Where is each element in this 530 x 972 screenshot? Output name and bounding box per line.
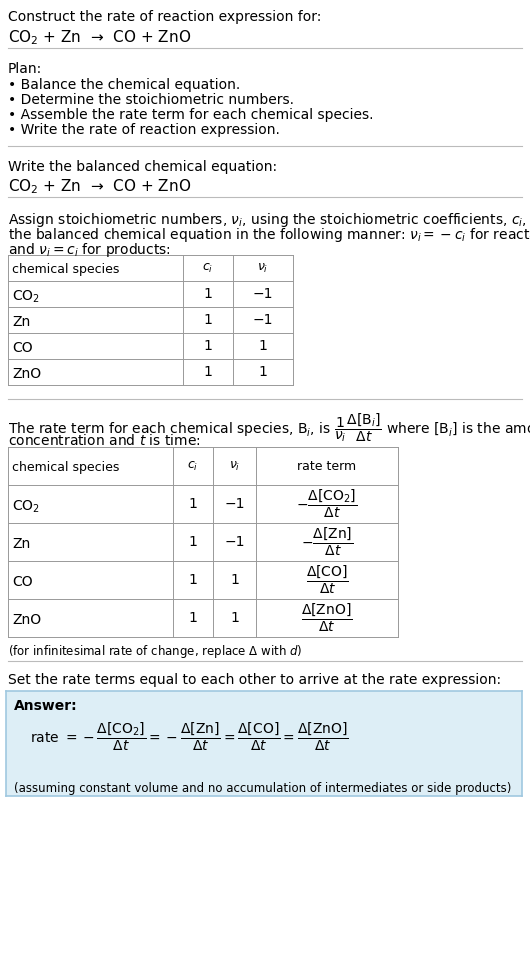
Text: Set the rate terms equal to each other to arrive at the rate expression:: Set the rate terms equal to each other t… bbox=[8, 673, 501, 687]
Text: 1: 1 bbox=[230, 573, 239, 587]
Text: 1: 1 bbox=[259, 365, 268, 379]
Text: 1: 1 bbox=[189, 535, 198, 549]
Text: (assuming constant volume and no accumulation of intermediates or side products): (assuming constant volume and no accumul… bbox=[14, 782, 511, 795]
Text: chemical species: chemical species bbox=[12, 461, 119, 474]
Text: 1: 1 bbox=[259, 339, 268, 353]
Text: CO$_2$ + Zn  →  CO + ZnO: CO$_2$ + Zn → CO + ZnO bbox=[8, 177, 191, 195]
Text: Write the balanced chemical equation:: Write the balanced chemical equation: bbox=[8, 160, 277, 174]
Text: 1: 1 bbox=[189, 611, 198, 625]
Text: chemical species: chemical species bbox=[12, 263, 119, 276]
Text: the balanced chemical equation in the following manner: $\nu_i = -c_i$ for react: the balanced chemical equation in the fo… bbox=[8, 226, 530, 244]
Text: • Assemble the rate term for each chemical species.: • Assemble the rate term for each chemic… bbox=[8, 108, 374, 122]
Text: rate $= -\dfrac{\Delta[\mathrm{CO_2}]}{\Delta t} = -\dfrac{\Delta[\mathrm{Zn}]}{: rate $= -\dfrac{\Delta[\mathrm{CO_2}]}{\… bbox=[30, 721, 349, 753]
Text: $\dfrac{\Delta[\mathrm{CO}]}{\Delta t}$: $\dfrac{\Delta[\mathrm{CO}]}{\Delta t}$ bbox=[305, 564, 348, 596]
Text: CO$_2$: CO$_2$ bbox=[12, 289, 40, 305]
Text: 1: 1 bbox=[204, 287, 213, 301]
Text: CO: CO bbox=[12, 575, 33, 589]
Text: and $\nu_i = c_i$ for products:: and $\nu_i = c_i$ for products: bbox=[8, 241, 171, 259]
Text: rate term: rate term bbox=[297, 460, 357, 472]
Text: Answer:: Answer: bbox=[14, 699, 77, 713]
Text: Zn: Zn bbox=[12, 537, 30, 551]
Text: concentration and $t$ is time:: concentration and $t$ is time: bbox=[8, 433, 201, 448]
Text: The rate term for each chemical species, B$_i$, is $\dfrac{1}{\nu_i}\dfrac{\Delt: The rate term for each chemical species,… bbox=[8, 411, 530, 444]
Text: 1: 1 bbox=[204, 313, 213, 327]
Text: Construct the rate of reaction expression for:: Construct the rate of reaction expressio… bbox=[8, 10, 321, 24]
Text: • Balance the chemical equation.: • Balance the chemical equation. bbox=[8, 78, 240, 92]
Text: Zn: Zn bbox=[12, 315, 30, 329]
Text: −1: −1 bbox=[253, 287, 273, 301]
Text: 1: 1 bbox=[204, 365, 213, 379]
Text: 1: 1 bbox=[204, 339, 213, 353]
Text: CO$_2$: CO$_2$ bbox=[12, 499, 40, 515]
Text: Plan:: Plan: bbox=[8, 62, 42, 76]
Text: 1: 1 bbox=[230, 611, 239, 625]
Text: CO: CO bbox=[12, 341, 33, 355]
Text: −1: −1 bbox=[224, 535, 245, 549]
Text: $-\dfrac{\Delta[\mathrm{Zn}]}{\Delta t}$: $-\dfrac{\Delta[\mathrm{Zn}]}{\Delta t}$ bbox=[301, 526, 353, 558]
Text: ZnO: ZnO bbox=[12, 613, 41, 627]
Text: Assign stoichiometric numbers, $\nu_i$, using the stoichiometric coefficients, $: Assign stoichiometric numbers, $\nu_i$, … bbox=[8, 211, 530, 229]
Text: $\nu_i$: $\nu_i$ bbox=[257, 261, 269, 274]
Text: ZnO: ZnO bbox=[12, 367, 41, 381]
Text: • Write the rate of reaction expression.: • Write the rate of reaction expression. bbox=[8, 123, 280, 137]
Text: 1: 1 bbox=[189, 497, 198, 511]
Text: $\nu_i$: $\nu_i$ bbox=[229, 460, 240, 472]
Text: CO$_2$ + Zn  →  CO + ZnO: CO$_2$ + Zn → CO + ZnO bbox=[8, 28, 191, 47]
Text: $-\dfrac{\Delta[\mathrm{CO_2}]}{\Delta t}$: $-\dfrac{\Delta[\mathrm{CO_2}]}{\Delta t… bbox=[296, 488, 358, 520]
Text: $c_i$: $c_i$ bbox=[188, 460, 199, 472]
Text: −1: −1 bbox=[224, 497, 245, 511]
Text: (for infinitesimal rate of change, replace Δ with $d$): (for infinitesimal rate of change, repla… bbox=[8, 643, 303, 660]
Text: $\dfrac{\Delta[\mathrm{ZnO}]}{\Delta t}$: $\dfrac{\Delta[\mathrm{ZnO}]}{\Delta t}$ bbox=[301, 602, 353, 634]
Text: 1: 1 bbox=[189, 573, 198, 587]
Text: $c_i$: $c_i$ bbox=[202, 261, 214, 274]
Text: −1: −1 bbox=[253, 313, 273, 327]
Text: • Determine the stoichiometric numbers.: • Determine the stoichiometric numbers. bbox=[8, 93, 294, 107]
